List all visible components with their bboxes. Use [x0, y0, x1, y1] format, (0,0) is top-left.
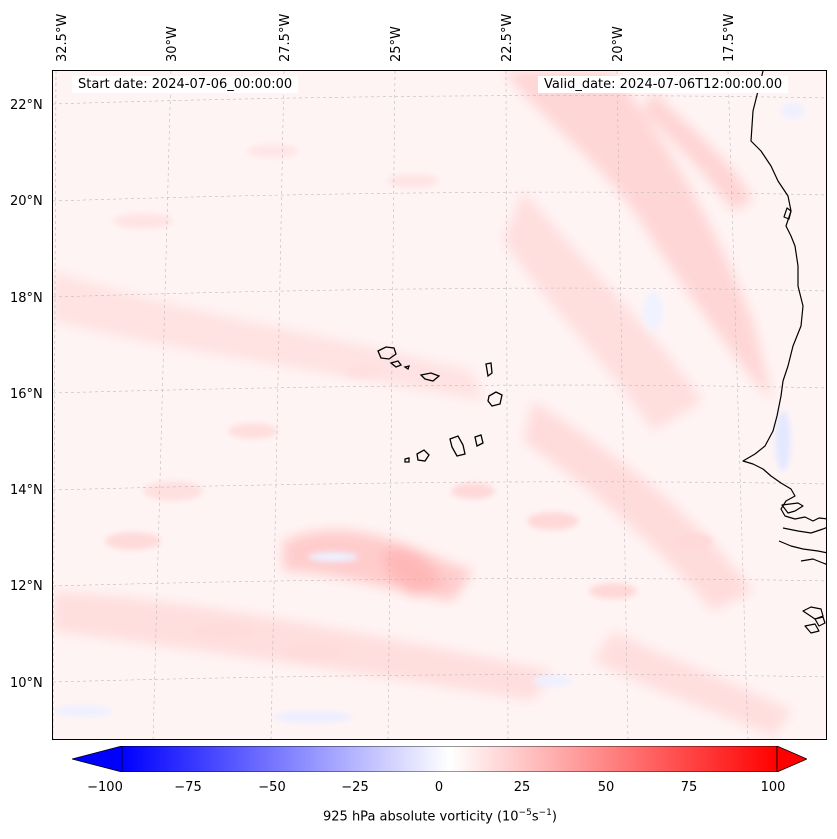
- lat-label-22n: 22°N: [10, 98, 43, 113]
- lat-label-14n: 14°N: [10, 483, 43, 498]
- lat-label-16n: 16°N: [10, 387, 43, 402]
- colorbar-label-text: 925 hPa absolute vorticity (10: [323, 809, 519, 825]
- west-africa-coastline: [742, 71, 826, 634]
- island-bissagos-1: [802, 606, 824, 620]
- colorbar-label-unit: s: [531, 809, 539, 825]
- lat-label-18n: 18°N: [10, 291, 43, 306]
- lon-label-32-5w: 32.5°W: [55, 13, 70, 62]
- island-bissagos-2: [804, 623, 820, 634]
- colorbar-label-close: ): [551, 809, 557, 825]
- island-santiago: [449, 435, 466, 457]
- coast-gambia: [782, 527, 826, 534]
- vorticity-map[interactable]: [52, 70, 827, 740]
- lat-label-20n: 20°N: [10, 194, 43, 209]
- lon-label-30w: 30°W: [165, 26, 180, 62]
- cape-verde-islands: [377, 346, 503, 463]
- small-scale-vorticity: [105, 144, 713, 659]
- lon-label-20w: 20°W: [611, 26, 626, 62]
- island-boa-vista: [487, 391, 503, 407]
- island-fogo: [416, 449, 430, 462]
- lon-label-27-5w: 27.5°W: [278, 13, 293, 62]
- colorbar-tick-minus-50: −50: [258, 780, 286, 795]
- map-canvas: [53, 71, 826, 739]
- colorbar: [72, 746, 807, 772]
- colorbar-tick-minus-100: −100: [87, 780, 123, 795]
- colorbar-tick-50: 50: [597, 780, 615, 795]
- colorbar-min-extend: [72, 746, 123, 772]
- island-santo-antao: [377, 346, 397, 360]
- lon-label-17-5w: 17.5°W: [722, 13, 737, 62]
- coast-bijagos: [800, 558, 826, 565]
- coast-island-north: [783, 207, 792, 220]
- colorbar-gradient: [121, 746, 778, 772]
- colorbar-tick-minus-75: −75: [174, 780, 202, 795]
- lon-label-25w: 25°W: [389, 26, 404, 62]
- island-sao-nicolau: [419, 372, 441, 382]
- colorbar-tick-75: 75: [680, 780, 698, 795]
- colorbar-label: 925 hPa absolute vorticity (10−5s−1): [0, 808, 837, 824]
- island-brava: [404, 457, 410, 463]
- lon-label-22-5w: 22.5°W: [500, 13, 515, 62]
- colorbar-tick-100: 100: [760, 780, 786, 795]
- island-sal: [485, 362, 493, 378]
- island-bissagos-3: [814, 616, 826, 627]
- coast-mainland: [742, 71, 826, 522]
- colorbar-tick-minus-25: −25: [341, 780, 369, 795]
- lat-label-12n: 12°N: [10, 579, 43, 594]
- negative-vorticity-shading: [53, 103, 805, 723]
- valid-date-label: Valid_date: 2024-07-06T12:00:00.00: [538, 76, 789, 93]
- colorbar-label-exponent-2: −1: [538, 808, 552, 818]
- island-sao-vicente: [389, 360, 403, 368]
- colorbar-label-exponent-1: −5: [518, 808, 532, 818]
- colorbar-tick-0: 0: [434, 780, 444, 795]
- coast-guinea-bissau: [778, 540, 826, 554]
- colorbar-tick-25: 25: [513, 780, 531, 795]
- island-santa-luzia: [403, 365, 410, 371]
- lat-label-10n: 10°N: [10, 676, 43, 691]
- start-date-label: Start date: 2024-07-06_00:00:00: [72, 76, 299, 93]
- island-maio: [474, 434, 484, 447]
- coast-inlet: [781, 502, 804, 514]
- colorbar-max-extend: [776, 746, 807, 772]
- map-gridlines: [53, 71, 826, 739]
